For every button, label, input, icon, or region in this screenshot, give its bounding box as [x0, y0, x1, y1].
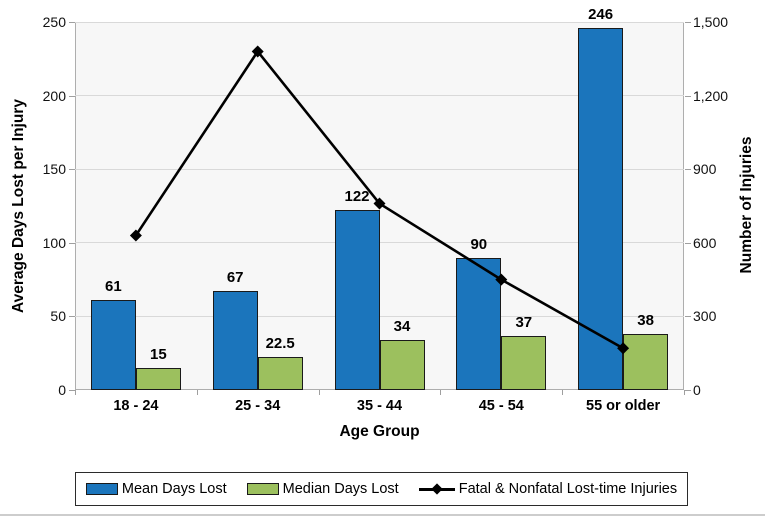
left-axis-tick	[69, 95, 75, 97]
x-axis-tick	[562, 390, 564, 395]
bar-value-label: 37	[515, 313, 533, 331]
right-axis-tick-label: 600	[693, 234, 717, 251]
right-axis-tick	[685, 390, 691, 391]
left-axis-tick-label: 0	[58, 382, 66, 398]
bar-value-label: 22.5	[265, 334, 295, 352]
bar-median	[501, 335, 547, 390]
bottom-divider	[0, 514, 765, 516]
x-axis-tick	[440, 390, 442, 395]
x-axis-tick	[75, 390, 76, 395]
right-axis-tick	[685, 95, 691, 97]
legend-line-marker	[418, 483, 455, 495]
bar-value-label: 34	[393, 317, 411, 335]
right-axis-tick-label: 0	[693, 382, 701, 398]
legend-swatch-median	[246, 483, 279, 495]
left-axis-tick	[69, 390, 75, 391]
category-label: 45 - 54	[478, 398, 524, 414]
bar-mean	[578, 27, 624, 390]
left-axis-tick-label: 150	[42, 161, 66, 178]
bar-median	[623, 334, 669, 390]
right-axis-tick	[685, 242, 691, 244]
left-axis-tick-label: 100	[42, 234, 66, 251]
right-axis-title: Number of Injuries	[738, 136, 755, 274]
right-axis-tick	[685, 22, 691, 23]
bar-value-label: 38	[637, 312, 654, 330]
bar-median	[379, 339, 425, 390]
bar-mean	[334, 210, 380, 390]
bar-value-label: 61	[105, 278, 122, 296]
right-axis-tick	[685, 169, 691, 171]
right-axis-tick-label: 900	[693, 161, 717, 178]
bar-value-label: 90	[470, 235, 488, 253]
bar-value-label: 122	[344, 188, 370, 206]
left-axis-title: Average Days Lost per Injury	[10, 99, 27, 313]
bar-median	[135, 367, 181, 390]
bar-value-label: 246	[588, 5, 614, 23]
category-label: 35 - 44	[356, 398, 403, 414]
right-axis-tick-label: 1,500	[693, 14, 729, 30]
legend-label: Mean Days Lost	[121, 481, 227, 497]
legend-label: Fatal & Nonfatal Lost-time Injuries	[458, 481, 678, 497]
x-axis-tick	[318, 390, 320, 395]
right-axis-tick-label: 300	[693, 308, 717, 325]
left-axis-tick	[69, 316, 75, 318]
left-axis-tick-label: 50	[50, 308, 66, 325]
x-axis-tick	[196, 390, 198, 395]
left-axis-tick	[69, 22, 75, 23]
left-axis-tick	[69, 242, 75, 244]
bar-median	[257, 356, 303, 390]
diamond-icon	[431, 483, 443, 495]
left-axis-tick	[69, 169, 75, 171]
category-label: 18 - 24	[113, 398, 159, 414]
gridline	[75, 21, 684, 23]
legend: Mean Days Lost Median Days Lost Fatal & No…	[75, 472, 688, 506]
legend-label: Median Days Lost	[282, 481, 399, 497]
right-axis-tick-label: 1,200	[693, 87, 729, 104]
category-label: 25 - 34	[235, 398, 281, 414]
category-label: 55 or older	[586, 398, 661, 414]
legend-entry: Median Days Lost	[246, 481, 399, 497]
legend-entry: Mean Days Lost	[85, 481, 227, 497]
legend-swatch-mean	[85, 483, 118, 495]
x-axis-title: Age Group	[339, 423, 420, 440]
x-axis-tick	[684, 390, 685, 395]
legend-entry: Fatal & Nonfatal Lost-time Injuries	[418, 481, 678, 497]
bar-value-label: 15	[150, 345, 167, 363]
left-axis-tick-label: 250	[42, 14, 66, 30]
right-axis-tick	[685, 316, 691, 318]
left-axis-tick-label: 200	[42, 87, 66, 104]
bar-value-label: 67	[226, 269, 244, 287]
